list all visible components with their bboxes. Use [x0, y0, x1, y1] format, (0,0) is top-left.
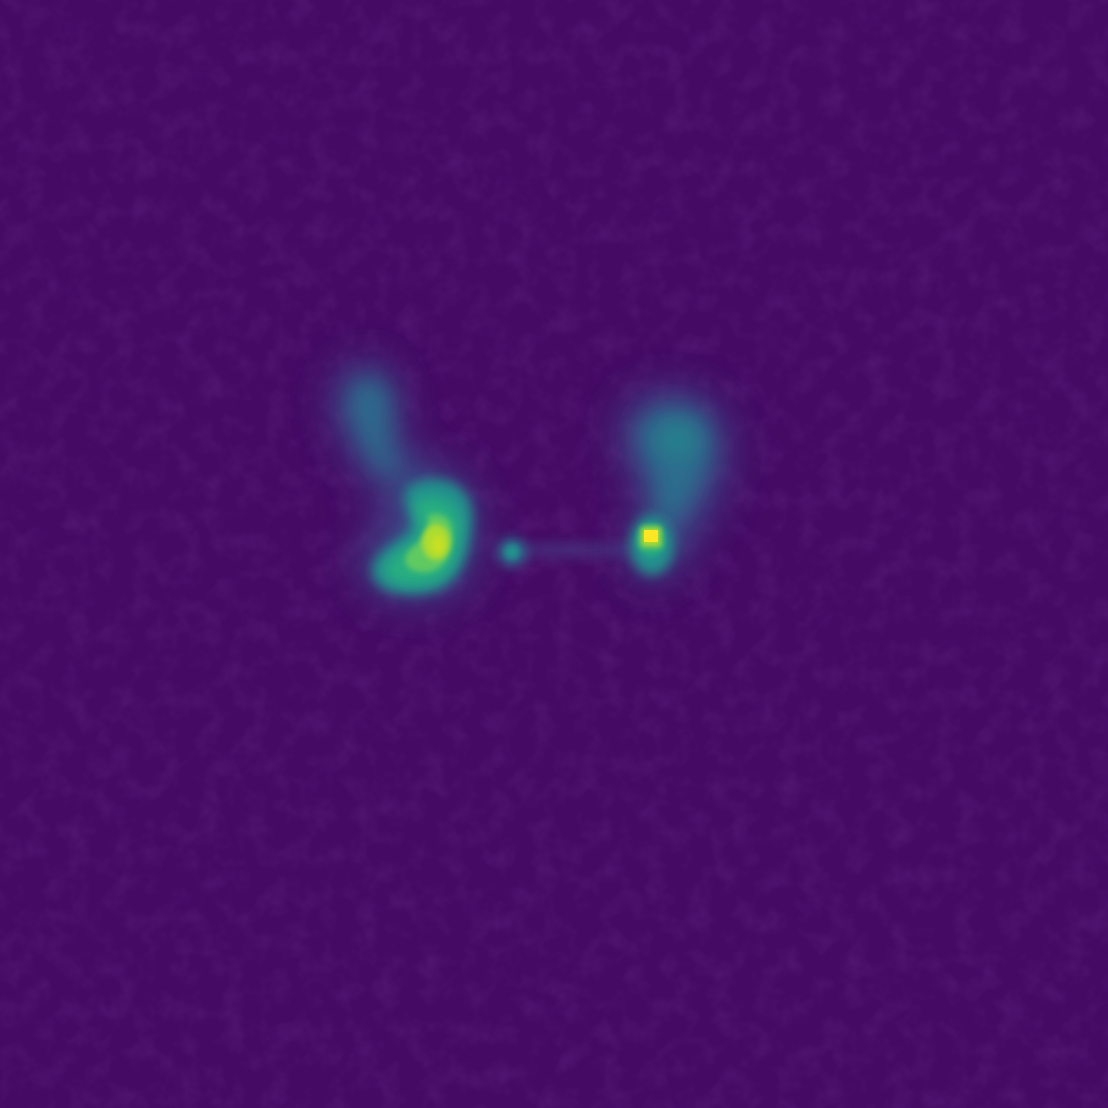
jet [500, 542, 640, 558]
left-lobe [334, 363, 476, 600]
core [498, 538, 526, 566]
right-lobe [620, 392, 726, 579]
